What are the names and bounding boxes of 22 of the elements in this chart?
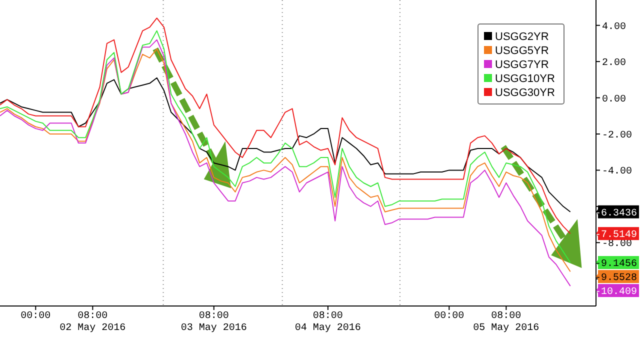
legend-label: USGG10YR — [495, 73, 555, 85]
annotation: -9.1456 — [594, 259, 637, 270]
y-tick-label: -2.00 — [602, 130, 632, 142]
annotation: -6.3436 — [594, 208, 637, 220]
line-series — [0, 18, 571, 234]
y-tick-label: 2.00 — [602, 58, 626, 70]
x-tick-label: 08:00 02 May 2016 — [60, 311, 126, 334]
annotation: -10.409 — [594, 287, 637, 298]
annotation: -9.5528 — [594, 273, 637, 284]
legend-label: USGG2YR — [495, 31, 549, 43]
legend-label: USGG30YR — [495, 87, 555, 99]
y-tick-label: 4.00 — [602, 22, 626, 33]
x-tick-label: 08:00 04 May 2016 — [294, 311, 361, 334]
x-tick-label: 00:00 — [20, 311, 51, 322]
annotation: -7.5149 — [594, 230, 637, 242]
x-tick-label: 08:00 05 May 2016 — [473, 311, 540, 334]
x-tick-label: 08:00 03 May 2016 — [180, 311, 247, 334]
y-tick-label: 0.00 — [602, 94, 626, 106]
legend-label: USGG5YR — [495, 45, 549, 57]
legend-label: USGG7YR — [495, 59, 549, 71]
x-tick-label: 00:00 — [434, 311, 464, 322]
y-tick-label: -4.00 — [602, 166, 632, 178]
